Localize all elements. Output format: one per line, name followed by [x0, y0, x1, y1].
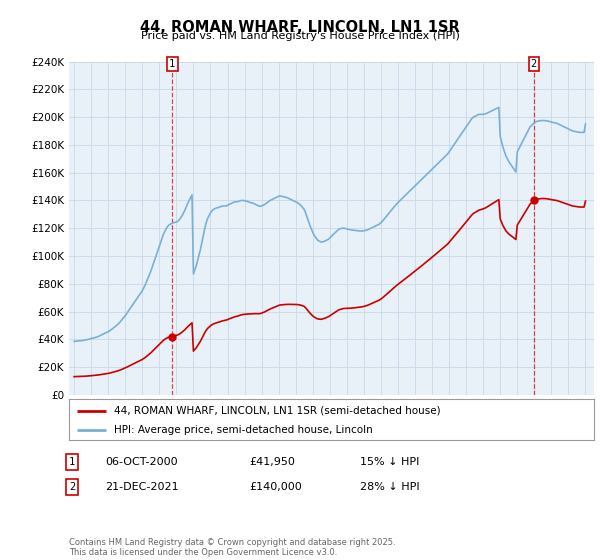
Text: 1: 1	[69, 457, 75, 467]
Text: Contains HM Land Registry data © Crown copyright and database right 2025.
This d: Contains HM Land Registry data © Crown c…	[69, 538, 395, 557]
Text: 06-OCT-2000: 06-OCT-2000	[105, 457, 178, 467]
Text: 44, ROMAN WHARF, LINCOLN, LN1 1SR: 44, ROMAN WHARF, LINCOLN, LN1 1SR	[140, 20, 460, 35]
Text: £140,000: £140,000	[249, 482, 302, 492]
Text: 44, ROMAN WHARF, LINCOLN, LN1 1SR (semi-detached house): 44, ROMAN WHARF, LINCOLN, LN1 1SR (semi-…	[113, 405, 440, 416]
Text: HPI: Average price, semi-detached house, Lincoln: HPI: Average price, semi-detached house,…	[113, 424, 373, 435]
Text: 21-DEC-2021: 21-DEC-2021	[105, 482, 179, 492]
Text: Price paid vs. HM Land Registry's House Price Index (HPI): Price paid vs. HM Land Registry's House …	[140, 31, 460, 41]
Text: 28% ↓ HPI: 28% ↓ HPI	[360, 482, 419, 492]
Text: 2: 2	[69, 482, 75, 492]
Text: 2: 2	[531, 59, 537, 69]
Text: £41,950: £41,950	[249, 457, 295, 467]
Text: 1: 1	[169, 59, 175, 69]
Text: 15% ↓ HPI: 15% ↓ HPI	[360, 457, 419, 467]
